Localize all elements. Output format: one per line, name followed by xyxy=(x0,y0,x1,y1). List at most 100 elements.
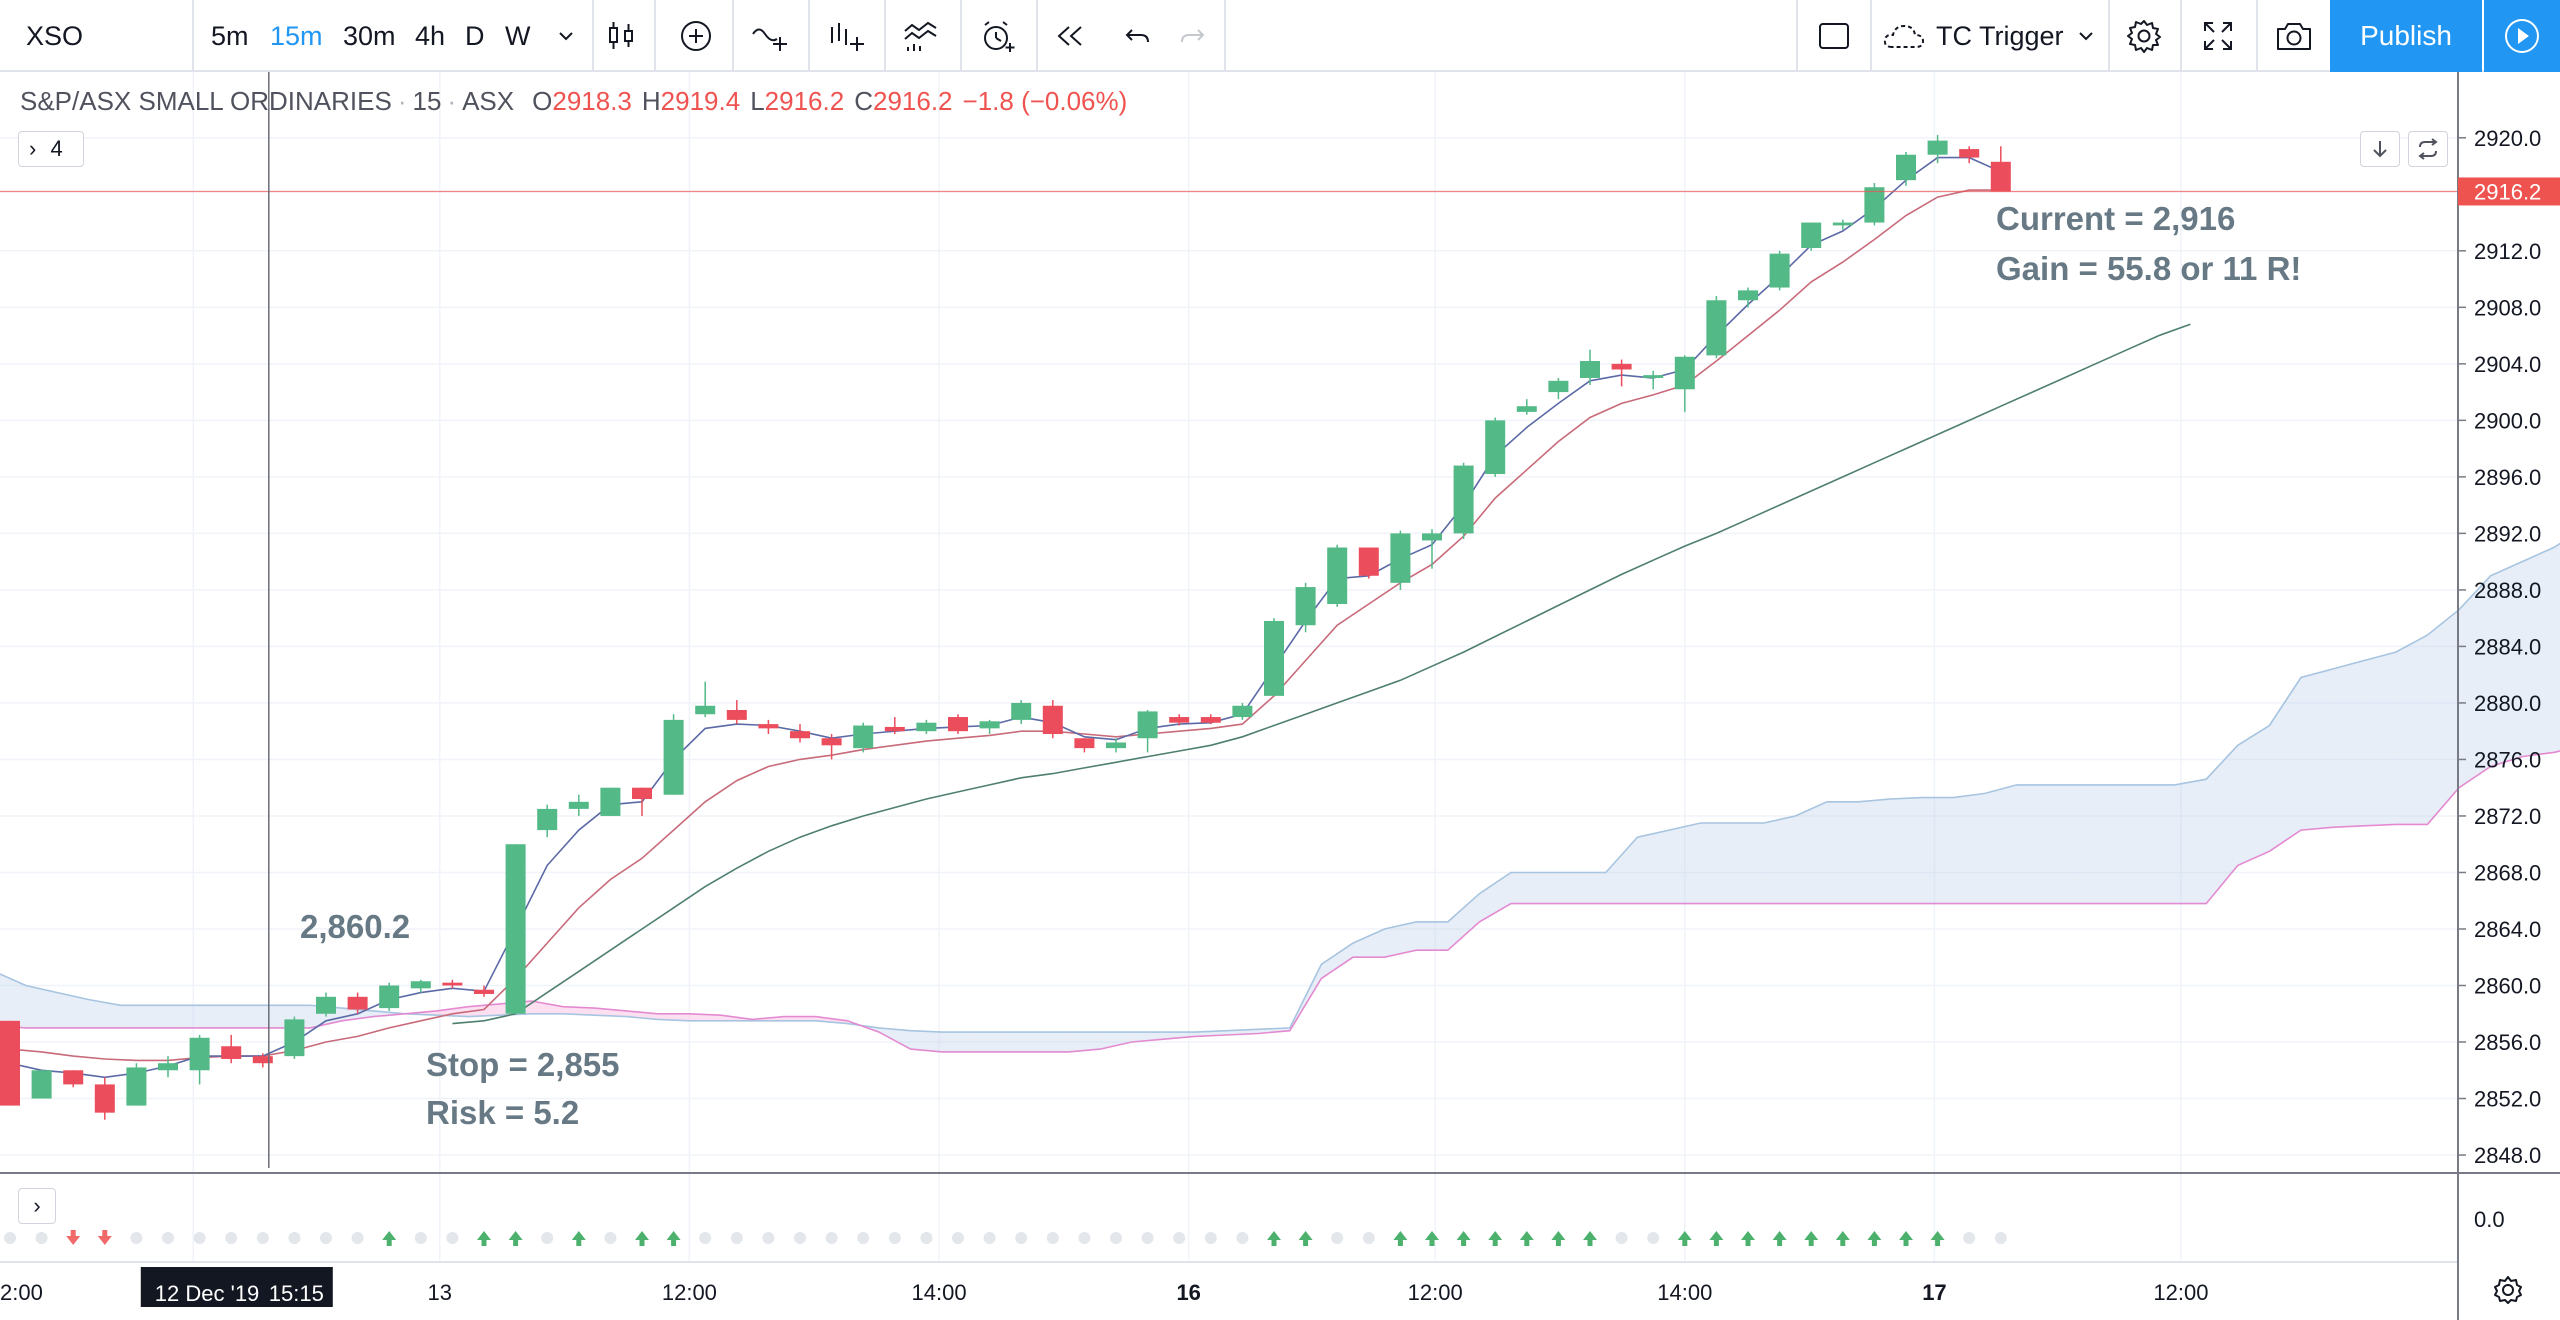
reset-chart-button[interactable] xyxy=(2408,131,2448,167)
cloud-segment xyxy=(57,992,89,1028)
signal-dot xyxy=(1994,1232,2007,1244)
strategy-icon[interactable] xyxy=(894,0,950,72)
signal-dot xyxy=(1647,1232,1660,1244)
refresh-icon xyxy=(2418,138,2438,160)
price-tick-label: 2880.0 xyxy=(2474,691,2541,716)
legend-close: 2916.2 xyxy=(872,86,953,116)
signal-up-arrow xyxy=(666,1231,681,1246)
cloud-segment xyxy=(2237,725,2270,866)
signal-up-arrow xyxy=(382,1231,397,1246)
chart-canvas[interactable]: 2920.0 2916.2 2912.0 2908.0 2904.0 2900.0 2896… xyxy=(0,72,2560,1320)
signal-dot xyxy=(320,1232,332,1244)
candles-icon[interactable] xyxy=(596,0,646,72)
candle-body xyxy=(1232,705,1253,718)
signal-up-arrow xyxy=(508,1231,523,1246)
crosshair-time-badge xyxy=(140,1267,333,1307)
chevron-down-icon[interactable] xyxy=(2070,0,2102,72)
undo-icon[interactable] xyxy=(1112,0,1164,72)
cloud-segment xyxy=(2206,745,2238,904)
indicator-icon[interactable] xyxy=(742,0,798,72)
signal-dot xyxy=(1173,1232,1186,1244)
fullscreen-icon[interactable] xyxy=(2188,0,2248,72)
series-expand-button[interactable]: › 4 xyxy=(18,131,84,167)
candle xyxy=(284,1016,305,1059)
interval-4h[interactable]: 4h xyxy=(415,21,446,51)
signal-dot xyxy=(699,1232,712,1244)
cloud-segment xyxy=(1953,793,1985,904)
play-icon[interactable] xyxy=(2484,0,2560,72)
interval-5m[interactable]: 5m xyxy=(211,21,249,51)
interval-15m[interactable]: 15m xyxy=(270,21,323,51)
candle xyxy=(126,1063,147,1106)
candle xyxy=(821,734,842,760)
candle-body xyxy=(316,996,336,1014)
publish-button[interactable]: Publish xyxy=(2330,0,2482,72)
signal-up-arrow xyxy=(1488,1231,1503,1246)
candle xyxy=(252,1053,273,1068)
symbol-search[interactable]: XSO xyxy=(26,21,84,51)
template-name[interactable]: TC Trigger xyxy=(1936,21,2064,51)
candle-body xyxy=(568,801,589,809)
gear-icon[interactable] xyxy=(2494,1276,2522,1304)
candle-body xyxy=(0,1020,20,1106)
signal-dot xyxy=(888,1232,901,1244)
cloud-segment xyxy=(2490,561,2523,767)
gear-icon[interactable] xyxy=(2116,0,2172,72)
bar-compare-icon[interactable] xyxy=(818,0,874,72)
signal-dot xyxy=(162,1232,174,1244)
candle-body xyxy=(1074,738,1095,749)
cloud-segment xyxy=(1858,799,1891,904)
price-tick-label: 2856.0 xyxy=(2474,1030,2541,1055)
candle xyxy=(568,794,589,816)
redo-icon[interactable] xyxy=(1166,0,1218,72)
candle xyxy=(1580,349,1600,386)
candle-body xyxy=(948,717,968,732)
replay-icon[interactable] xyxy=(1044,0,1096,72)
candle xyxy=(1896,151,1916,186)
candle xyxy=(1011,700,1032,725)
signal-dot xyxy=(4,1232,16,1244)
price-tick-label: 2852.0 xyxy=(2474,1087,2541,1112)
plus-circle-icon[interactable] xyxy=(668,0,724,72)
price-tick-label: 2920.0 xyxy=(2474,126,2541,151)
rectangle-layout-icon[interactable] xyxy=(1806,0,1862,72)
candle xyxy=(0,1020,20,1106)
legend-open: 2918.3 xyxy=(552,86,632,116)
candle-body xyxy=(1516,406,1537,412)
chevron-down-icon[interactable] xyxy=(548,0,584,72)
top-toolbar: XSO 5m 15m 30m 4h D W xyxy=(0,0,2560,72)
cloud-segment xyxy=(1890,797,1922,904)
signal-up-arrow xyxy=(1583,1231,1597,1246)
cloud-icon[interactable] xyxy=(1878,0,1930,72)
signal-up-arrow xyxy=(1772,1231,1787,1246)
signal-up-arrow xyxy=(1930,1231,1945,1246)
candle xyxy=(1832,219,1853,230)
candle-body xyxy=(1453,465,1474,534)
candle xyxy=(758,719,779,735)
candle-body xyxy=(1327,547,1348,605)
signal-up-arrow xyxy=(635,1231,649,1246)
interval-30m[interactable]: 30m xyxy=(343,21,396,51)
pane-expand-button[interactable]: › xyxy=(18,1188,56,1224)
signal-up-arrow xyxy=(1393,1231,1408,1246)
price-tick-label: 2848.0 xyxy=(2474,1143,2541,1168)
price-tick-label: 2876.0 xyxy=(2474,747,2541,772)
candle xyxy=(316,992,336,1017)
alert-icon[interactable] xyxy=(970,0,1026,72)
signal-dot xyxy=(952,1232,964,1244)
cloud-segment xyxy=(1542,872,1575,904)
camera-icon[interactable] xyxy=(2264,0,2324,72)
interval-d[interactable]: D xyxy=(465,21,485,51)
candle-body xyxy=(1769,253,1790,288)
candle-body xyxy=(663,719,684,795)
candle xyxy=(189,1034,210,1085)
interval-w[interactable]: W xyxy=(505,21,531,51)
cloud-segment xyxy=(2459,575,2491,788)
scroll-to-latest-button[interactable] xyxy=(2360,131,2400,167)
candle-body xyxy=(1137,711,1158,739)
signal-dot xyxy=(225,1232,238,1244)
candle xyxy=(726,700,747,725)
candle-body xyxy=(790,731,810,739)
cloud-segment xyxy=(1669,823,1701,904)
candle-body xyxy=(31,1070,52,1099)
